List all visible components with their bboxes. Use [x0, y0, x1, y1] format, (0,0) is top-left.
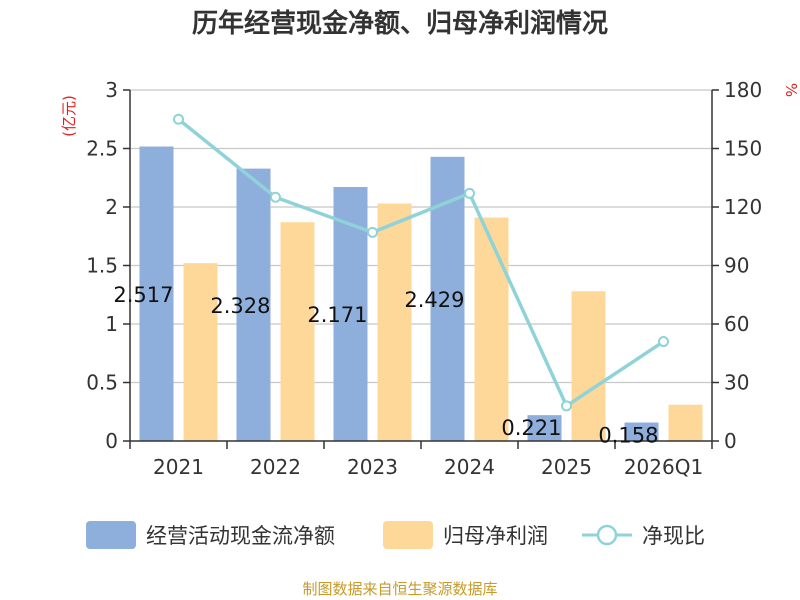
chart-title: 历年经营现金净额、归母净利润情况: [192, 8, 608, 39]
left-tick-label: 0: [105, 429, 118, 453]
data-label-cashflow: 0.158: [598, 424, 658, 448]
ratio-point: [464, 187, 475, 199]
right-tick-label: 180: [724, 78, 762, 102]
right-tick-label: 0: [724, 429, 737, 453]
data-label-cashflow: 2.328: [210, 294, 270, 318]
right-axis-unit: %: [782, 83, 800, 97]
bars: [139, 146, 703, 442]
ratio-point: [173, 113, 184, 125]
x-tick-label: 2025: [541, 455, 592, 479]
x-tick-label: 2024: [444, 455, 495, 479]
right-tick-label: 150: [724, 137, 762, 161]
legend: 经营活动现金流净额 归母净利润 净现比: [86, 521, 705, 549]
bar-profit: [280, 222, 315, 441]
legend-swatch-cashflow: [86, 521, 136, 549]
legend-marker-ratio: [596, 524, 618, 546]
ratio-point: [367, 226, 378, 238]
left-tick-label: 2.5: [86, 137, 118, 161]
bar-cashflow: [624, 422, 659, 441]
left-tick-label: 2: [105, 195, 118, 219]
ratio-point: [270, 191, 281, 203]
x-tick-label: 2026Q1: [624, 455, 703, 479]
legend-label-profit: 归母净利润: [443, 524, 548, 548]
left-tick-label: 3: [105, 78, 118, 102]
legend-swatch-profit: [383, 521, 433, 549]
bar-cashflow: [139, 146, 174, 442]
right-tick-label: 30: [724, 371, 749, 395]
legend-label-ratio: 净现比: [642, 524, 705, 548]
bar-profit: [183, 263, 218, 441]
legend-label-cashflow: 经营活动现金流净额: [146, 524, 335, 548]
left-axis-unit: (亿元): [60, 95, 78, 137]
left-tick-label: 1.5: [86, 254, 118, 278]
ratio-point: [561, 400, 572, 412]
source-note: 制图数据来自恒生聚源数据库: [302, 580, 497, 598]
data-label-cashflow: 2.429: [404, 288, 464, 312]
data-label-cashflow: 0.221: [501, 416, 561, 440]
x-tick-label: 2021: [153, 455, 204, 479]
x-tick-label: 2023: [347, 455, 398, 479]
right-tick-label: 120: [724, 195, 762, 219]
ratio-line-path: [177, 117, 665, 408]
gridlines: [130, 89, 712, 384]
bar-cashflow: [527, 415, 562, 441]
ratio-point: [658, 336, 669, 348]
right-tick-label: 90: [724, 254, 749, 278]
data-labels: 2.517 2.328 2.171 2.429 0.221 0.158: [113, 283, 658, 448]
bar-cashflow: [236, 168, 271, 441]
left-tick-label: 0.5: [86, 371, 118, 395]
ratio-line: [173, 113, 669, 412]
bar-cashflow: [430, 156, 465, 441]
left-tick-label: 1: [105, 312, 118, 336]
x-tick-label: 2022: [250, 455, 301, 479]
right-tick-label: 60: [724, 312, 749, 336]
bar-profit: [571, 291, 606, 441]
bar-profit: [377, 203, 412, 441]
data-label-cashflow: 2.171: [307, 303, 367, 327]
data-label-cashflow: 2.517: [113, 283, 173, 307]
bar-profit: [668, 404, 703, 441]
bar-profit: [474, 217, 509, 441]
